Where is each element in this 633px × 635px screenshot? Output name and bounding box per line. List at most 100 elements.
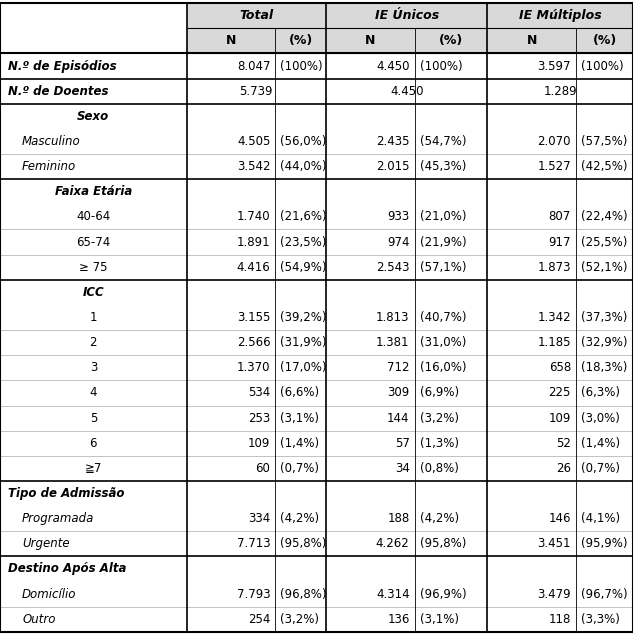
- Text: N: N: [226, 34, 236, 48]
- Text: Faixa Etária: Faixa Etária: [54, 185, 132, 198]
- Text: 3.155: 3.155: [237, 311, 270, 324]
- Text: 52: 52: [556, 437, 571, 450]
- Text: 2.543: 2.543: [376, 261, 410, 274]
- Text: 65-74: 65-74: [76, 236, 111, 248]
- Text: 1.370: 1.370: [237, 361, 270, 374]
- Bar: [326, 3, 487, 29]
- Text: (95,9%): (95,9%): [581, 537, 627, 551]
- Text: (0,7%): (0,7%): [280, 462, 320, 475]
- Text: (42,5%): (42,5%): [581, 160, 627, 173]
- Text: 7.713: 7.713: [237, 537, 270, 551]
- Text: (96,8%): (96,8%): [280, 587, 327, 601]
- Text: (52,1%): (52,1%): [581, 261, 627, 274]
- Text: (21,0%): (21,0%): [420, 210, 466, 224]
- Text: (16,0%): (16,0%): [420, 361, 466, 374]
- Text: ≥ 75: ≥ 75: [79, 261, 108, 274]
- Text: N: N: [527, 34, 537, 48]
- Text: 534: 534: [248, 387, 270, 399]
- Text: (3,1%): (3,1%): [420, 613, 459, 625]
- Text: 658: 658: [549, 361, 571, 374]
- Text: (57,1%): (57,1%): [420, 261, 466, 274]
- Text: (1,3%): (1,3%): [420, 437, 459, 450]
- Text: (6,6%): (6,6%): [280, 387, 320, 399]
- Text: 1.891: 1.891: [237, 236, 270, 248]
- Text: 5.739: 5.739: [240, 84, 273, 98]
- Text: 4.505: 4.505: [237, 135, 270, 148]
- Text: (37,3%): (37,3%): [581, 311, 627, 324]
- Text: (100%): (100%): [581, 60, 624, 72]
- Text: (%): (%): [289, 34, 313, 48]
- Text: 3.597: 3.597: [537, 60, 571, 72]
- Text: IE Únicos: IE Únicos: [375, 10, 439, 22]
- Text: (40,7%): (40,7%): [420, 311, 466, 324]
- Text: (6,3%): (6,3%): [581, 387, 620, 399]
- Text: 1.873: 1.873: [537, 261, 571, 274]
- Text: N.º de Episódios: N.º de Episódios: [8, 60, 116, 72]
- Text: 57: 57: [395, 437, 410, 450]
- Text: 1.185: 1.185: [537, 336, 571, 349]
- Text: 4: 4: [90, 387, 97, 399]
- Text: (17,0%): (17,0%): [280, 361, 327, 374]
- Text: (18,3%): (18,3%): [581, 361, 627, 374]
- Text: (96,7%): (96,7%): [581, 587, 628, 601]
- Bar: [187, 29, 326, 53]
- Text: (3,2%): (3,2%): [280, 613, 320, 625]
- Text: Domicílio: Domicílio: [22, 587, 77, 601]
- Text: (54,7%): (54,7%): [420, 135, 466, 148]
- Text: 109: 109: [248, 437, 270, 450]
- Text: Masculino: Masculino: [22, 135, 81, 148]
- Text: 4.450: 4.450: [376, 60, 410, 72]
- Text: 253: 253: [248, 411, 270, 425]
- Text: 1.740: 1.740: [237, 210, 270, 224]
- Text: N: N: [365, 34, 375, 48]
- Text: (39,2%): (39,2%): [280, 311, 327, 324]
- Text: 40-64: 40-64: [76, 210, 111, 224]
- Text: 3.479: 3.479: [537, 587, 571, 601]
- Text: (45,3%): (45,3%): [420, 160, 466, 173]
- Text: 917: 917: [548, 236, 571, 248]
- Text: 188: 188: [387, 512, 410, 525]
- Text: (21,9%): (21,9%): [420, 236, 467, 248]
- Text: (57,5%): (57,5%): [581, 135, 627, 148]
- Bar: [187, 3, 326, 29]
- Text: 1.289: 1.289: [543, 84, 577, 98]
- Text: 60: 60: [256, 462, 270, 475]
- Text: 4.416: 4.416: [237, 261, 270, 274]
- Text: 712: 712: [387, 361, 410, 374]
- Text: (95,8%): (95,8%): [420, 537, 466, 551]
- Text: 4.314: 4.314: [376, 587, 410, 601]
- Text: N.º de Doentes: N.º de Doentes: [8, 84, 108, 98]
- Text: (4,2%): (4,2%): [280, 512, 320, 525]
- Text: (1,4%): (1,4%): [581, 437, 620, 450]
- Text: 309: 309: [387, 387, 410, 399]
- Text: 3.451: 3.451: [537, 537, 571, 551]
- Text: (32,9%): (32,9%): [581, 336, 627, 349]
- Text: 1.342: 1.342: [537, 311, 571, 324]
- Text: 2.015: 2.015: [376, 160, 410, 173]
- Text: IE Múltiplos: IE Múltiplos: [519, 10, 601, 22]
- Text: (4,2%): (4,2%): [420, 512, 459, 525]
- Text: (95,8%): (95,8%): [280, 537, 327, 551]
- Text: 933: 933: [387, 210, 410, 224]
- Text: ICC: ICC: [82, 286, 104, 299]
- Text: (0,8%): (0,8%): [420, 462, 458, 475]
- Text: (0,7%): (0,7%): [581, 462, 620, 475]
- Text: (1,4%): (1,4%): [280, 437, 320, 450]
- Text: 2.566: 2.566: [237, 336, 270, 349]
- Text: 3: 3: [90, 361, 97, 374]
- Text: 1.381: 1.381: [376, 336, 410, 349]
- Text: (3,0%): (3,0%): [581, 411, 620, 425]
- Text: (3,3%): (3,3%): [581, 613, 620, 625]
- Text: 5: 5: [90, 411, 97, 425]
- Text: 144: 144: [387, 411, 410, 425]
- Text: 118: 118: [549, 613, 571, 625]
- Text: 6: 6: [90, 437, 97, 450]
- Text: (3,2%): (3,2%): [420, 411, 459, 425]
- Text: (25,5%): (25,5%): [581, 236, 627, 248]
- Text: 136: 136: [387, 613, 410, 625]
- Text: 4.450: 4.450: [390, 84, 423, 98]
- Text: (23,5%): (23,5%): [280, 236, 327, 248]
- Text: 109: 109: [549, 411, 571, 425]
- Text: Outro: Outro: [22, 613, 56, 625]
- Text: 2: 2: [90, 336, 97, 349]
